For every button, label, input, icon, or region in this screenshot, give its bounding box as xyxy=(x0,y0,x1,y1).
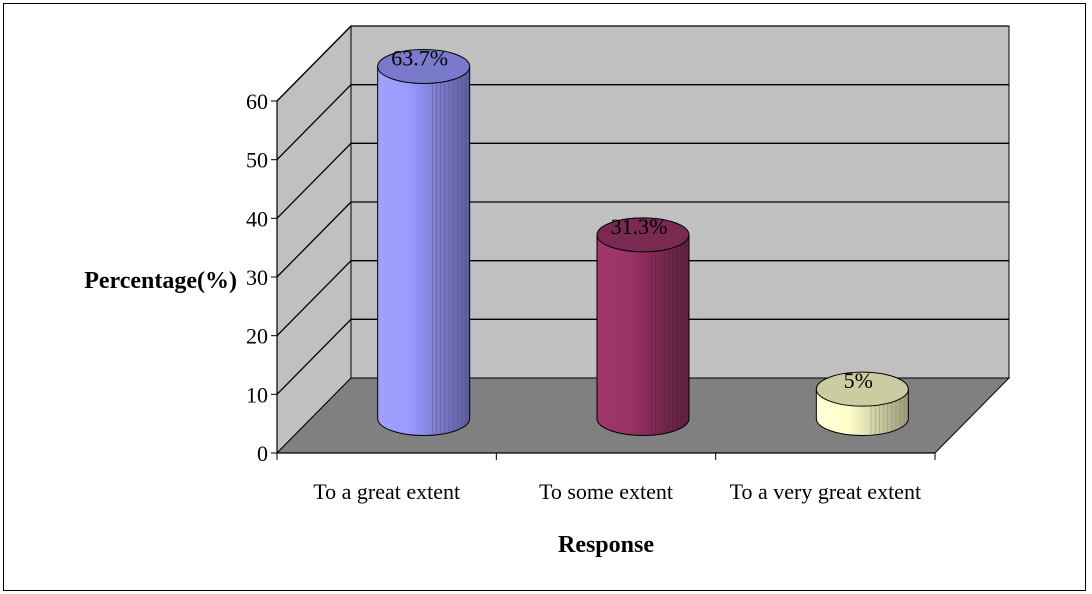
data-labels: 63.7% 31.3% 5% xyxy=(391,46,873,394)
bar-3 xyxy=(815,371,909,436)
gridline-side xyxy=(276,142,352,219)
bars xyxy=(377,49,909,436)
bar-1 xyxy=(377,49,471,436)
bar-body xyxy=(377,66,471,436)
y-tick-label: 40 xyxy=(246,206,268,231)
bar-top xyxy=(596,217,690,253)
gridline-side xyxy=(276,25,352,102)
x-tick-label: To some extent xyxy=(539,479,673,504)
data-label: 31.3% xyxy=(611,214,668,239)
y-tick-label: 50 xyxy=(246,148,268,173)
y-tick-label: 0 xyxy=(257,441,268,466)
y-tick-label: 30 xyxy=(246,265,268,290)
y-axis: 0 10 20 30 40 50 60 xyxy=(246,89,278,466)
gridline-side xyxy=(276,201,352,278)
gridline-side xyxy=(276,84,352,161)
bar-top xyxy=(377,49,471,84)
data-label: 63.7% xyxy=(391,46,448,71)
x-tick-label: To a great extent xyxy=(313,479,460,504)
x-axis: To a great extent To some extent To a very… xyxy=(276,452,936,504)
y-axis-title: Percentage(%) xyxy=(84,268,237,294)
gridline-side xyxy=(276,260,352,337)
bar-2 xyxy=(596,217,690,436)
bar-body xyxy=(596,234,690,436)
y-tick-label: 20 xyxy=(246,324,268,349)
bar-top xyxy=(815,371,909,407)
gridline-side xyxy=(276,318,352,395)
x-axis-title: Response xyxy=(558,532,654,558)
y-tick-label: 60 xyxy=(246,89,268,114)
x-tick-label: To a very great extent xyxy=(730,479,921,504)
data-label: 5% xyxy=(844,368,873,393)
y-tick-label: 10 xyxy=(246,382,268,407)
